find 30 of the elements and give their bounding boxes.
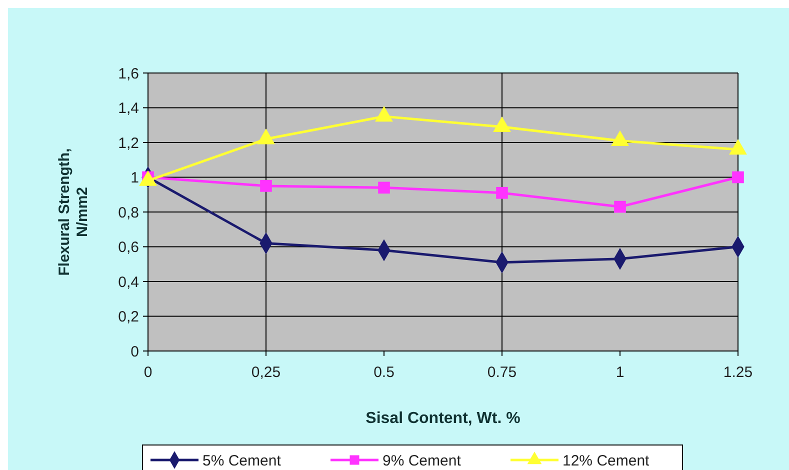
point bbox=[611, 130, 629, 146]
point bbox=[729, 139, 747, 155]
y-tick-label: 0,2 bbox=[118, 308, 139, 326]
legend-label: 12% Cement bbox=[562, 452, 650, 470]
y-tick-label: 1 bbox=[130, 170, 139, 186]
y-tick-label: 1,2 bbox=[118, 134, 139, 152]
y-tick-label: 0,6 bbox=[118, 239, 139, 256]
point bbox=[260, 180, 272, 192]
x-tick-label: 0 bbox=[144, 364, 152, 381]
x-tick-label: 1 bbox=[616, 364, 624, 381]
point bbox=[732, 171, 744, 184]
x-tick-label: 0.75 bbox=[487, 364, 517, 381]
y-tick-label: 0,4 bbox=[118, 274, 139, 291]
x-axis-title: Sisal Content, Wt. % bbox=[366, 410, 520, 427]
point bbox=[257, 128, 275, 144]
y-tick-label: 1,6 bbox=[118, 65, 139, 82]
x-tick-label: 1.25 bbox=[723, 364, 753, 381]
y-tick-label: 1,4 bbox=[118, 100, 139, 117]
point bbox=[614, 200, 626, 213]
point bbox=[493, 116, 511, 132]
legend-label: 5% Cement bbox=[202, 452, 282, 470]
x-tick-label: 0,25 bbox=[251, 364, 281, 381]
x-tick-label: 0.5 bbox=[374, 364, 394, 381]
legend-label: 9% Cement bbox=[382, 452, 462, 470]
y-tick-label: 0 bbox=[130, 343, 139, 360]
point bbox=[496, 186, 508, 199]
y-axis-title: Flexural Strength, N/mm2 bbox=[56, 148, 91, 276]
point bbox=[378, 182, 390, 194]
y-tick-label: 0,8 bbox=[118, 204, 139, 222]
point bbox=[375, 106, 393, 122]
